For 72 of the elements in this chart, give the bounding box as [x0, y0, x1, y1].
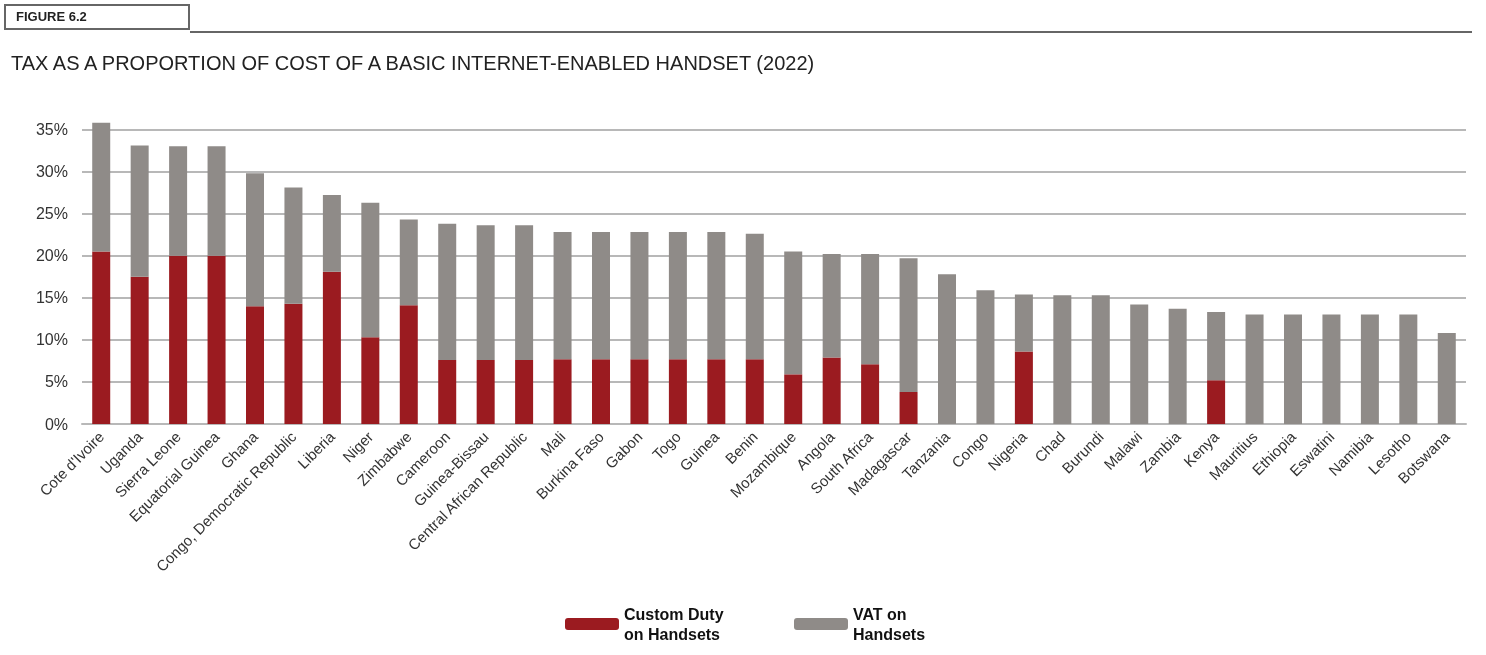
- bar: [169, 146, 188, 256]
- bar: [899, 392, 918, 424]
- bar: [1207, 312, 1226, 381]
- bar: [976, 290, 995, 424]
- bar: [1168, 308, 1187, 424]
- bar: [1014, 351, 1033, 424]
- bar: [938, 274, 956, 424]
- bar: [1284, 314, 1302, 424]
- bar: [899, 258, 918, 393]
- bar: [476, 360, 495, 424]
- bar: [1130, 304, 1149, 424]
- bar: [1091, 295, 1110, 424]
- legend-label: VAT on Handsets: [853, 605, 926, 643]
- y-tick-label: 25%: [35, 205, 68, 223]
- bar: [861, 364, 880, 424]
- bar: [630, 359, 649, 424]
- bar: [169, 255, 188, 424]
- bar: [361, 337, 380, 424]
- bar: [1014, 294, 1033, 352]
- bar: [745, 233, 764, 360]
- bar: [515, 225, 534, 361]
- y-tick-label: 30%: [35, 163, 68, 180]
- bar: [92, 251, 111, 424]
- bar: [438, 360, 457, 424]
- bar: [822, 253, 841, 358]
- bar: [399, 219, 418, 306]
- y-tick-label: 0%: [44, 415, 68, 433]
- bar: [553, 232, 572, 360]
- bar: [592, 232, 610, 360]
- bar: [784, 374, 803, 424]
- bar: [1245, 314, 1264, 424]
- bar: [130, 145, 149, 277]
- bar: [322, 271, 341, 424]
- bar: [861, 253, 880, 365]
- bar: [784, 251, 803, 375]
- bar: [1399, 314, 1418, 424]
- bar: [438, 223, 457, 361]
- bar: [246, 173, 264, 307]
- bar: [399, 305, 418, 424]
- bar: [476, 225, 495, 361]
- chart-title: TAX AS A PROPORTION OF COST OF A BASIC INTERNET-ENABLED HANDSET (2022): [11, 52, 815, 74]
- y-tick-label: 10%: [35, 331, 68, 349]
- bar: [668, 359, 687, 424]
- bar: [707, 359, 726, 424]
- bar: [207, 255, 226, 424]
- bar: [745, 359, 764, 424]
- bar: [1437, 333, 1456, 424]
- bar: [207, 146, 226, 256]
- bar: [707, 232, 726, 360]
- bar: [284, 303, 303, 424]
- bar: [1322, 314, 1341, 424]
- y-tick-label: 35%: [35, 120, 68, 138]
- bar: [322, 195, 341, 272]
- bar: [822, 357, 841, 424]
- y-tick-label: 15%: [35, 289, 68, 307]
- bar: [592, 359, 610, 424]
- y-tick-label: 5%: [44, 373, 68, 391]
- bar: [130, 276, 149, 424]
- bar: [1360, 314, 1379, 424]
- bar: [284, 187, 303, 304]
- bar: [553, 359, 572, 424]
- bar: [361, 202, 380, 338]
- bar: [1053, 295, 1072, 424]
- caption: FIGURE 6.2: [4, 4, 190, 30]
- bar: [668, 232, 687, 360]
- y-tick-label: 20%: [35, 247, 68, 265]
- bar: [630, 232, 649, 360]
- bar: [246, 306, 264, 424]
- bar: [1207, 380, 1226, 424]
- bar: [92, 122, 111, 252]
- bar: [515, 360, 534, 424]
- legend-label: Custom Duty on Handsets: [624, 605, 728, 643]
